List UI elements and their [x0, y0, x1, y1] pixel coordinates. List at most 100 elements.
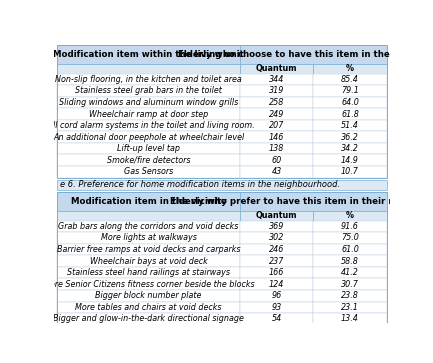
Bar	[313, 143, 387, 154]
Bar	[313, 120, 387, 131]
Text: 34.2: 34.2	[341, 144, 359, 153]
Bar	[240, 143, 313, 154]
Text: 124: 124	[269, 280, 284, 289]
Text: Elderly who prefer to have this item in their neighborhood: Elderly who prefer to have this item in …	[170, 197, 433, 206]
Bar	[57, 313, 240, 325]
Text: Smoke/fire detectors: Smoke/fire detectors	[107, 156, 191, 165]
Bar	[57, 232, 240, 244]
Text: 319: 319	[269, 86, 284, 95]
Bar	[240, 45, 387, 64]
Text: 54: 54	[271, 314, 282, 323]
Bar	[240, 313, 313, 325]
Bar	[240, 108, 313, 120]
Bar	[240, 74, 313, 85]
Text: 30.7: 30.7	[341, 280, 359, 289]
Bar	[57, 180, 387, 190]
Bar	[313, 108, 387, 120]
Text: 146: 146	[269, 132, 284, 142]
Bar	[57, 45, 387, 178]
Text: 91.6: 91.6	[341, 222, 359, 231]
Text: %: %	[346, 64, 354, 73]
Bar	[57, 192, 387, 325]
Text: Wheelchair ramp at door step: Wheelchair ramp at door step	[89, 110, 208, 118]
Bar	[313, 85, 387, 97]
Text: 237: 237	[269, 257, 284, 266]
Bar	[240, 131, 313, 143]
Bar	[57, 154, 240, 166]
Text: 75.0: 75.0	[341, 233, 359, 242]
Text: Quantum: Quantum	[256, 64, 297, 73]
Text: Quantum: Quantum	[256, 211, 297, 220]
Bar	[313, 267, 387, 278]
Text: 249: 249	[269, 110, 284, 118]
Bar	[57, 302, 240, 313]
Bar	[313, 232, 387, 244]
Text: More Senior Citizens fitness corner beside the blocks: More Senior Citizens fitness corner besi…	[43, 280, 255, 289]
Text: Sliding windows and aluminum window grills: Sliding windows and aluminum window gril…	[59, 98, 238, 107]
Bar	[57, 221, 240, 232]
Bar	[57, 131, 240, 143]
Bar	[313, 211, 387, 221]
Text: 207: 207	[269, 121, 284, 130]
Text: 96: 96	[271, 291, 282, 300]
Text: 43: 43	[271, 167, 282, 176]
Text: 60: 60	[271, 156, 282, 165]
Text: 64.0: 64.0	[341, 98, 359, 107]
Text: %: %	[346, 211, 354, 220]
Text: 79.1: 79.1	[341, 86, 359, 95]
Text: Wheelchair bays at void deck: Wheelchair bays at void deck	[90, 257, 207, 266]
Bar	[313, 131, 387, 143]
Bar	[240, 290, 313, 302]
Text: Grab bars along the corridors and void decks: Grab bars along the corridors and void d…	[58, 222, 239, 231]
Text: Bigger and glow-in-the-dark directional signage: Bigger and glow-in-the-dark directional …	[53, 314, 244, 323]
Text: 13.4: 13.4	[341, 314, 359, 323]
Text: 369: 369	[269, 222, 284, 231]
Bar	[57, 278, 240, 290]
Bar	[240, 64, 313, 74]
Bar	[313, 154, 387, 166]
Bar	[57, 74, 240, 85]
Bar	[240, 221, 313, 232]
Bar	[240, 192, 387, 211]
Text: Modification item within the living unit: Modification item within the living unit	[53, 50, 244, 59]
Bar	[57, 120, 240, 131]
Bar	[313, 290, 387, 302]
Bar	[240, 211, 313, 221]
Bar	[313, 313, 387, 325]
Bar	[57, 244, 240, 255]
Text: An additional door peephole at wheelchair level: An additional door peephole at wheelchai…	[53, 132, 244, 142]
Bar	[313, 74, 387, 85]
Text: 258: 258	[269, 98, 284, 107]
Bar	[313, 244, 387, 255]
Bar	[57, 97, 240, 108]
Text: 246: 246	[269, 245, 284, 254]
Bar	[313, 97, 387, 108]
Text: 51.4: 51.4	[341, 121, 359, 130]
Bar	[240, 166, 313, 178]
Text: 23.1: 23.1	[341, 303, 359, 312]
Text: 61.8: 61.8	[341, 110, 359, 118]
Text: 23.8: 23.8	[341, 291, 359, 300]
Text: 14.9: 14.9	[341, 156, 359, 165]
Bar	[57, 85, 240, 97]
Text: 36.2: 36.2	[341, 132, 359, 142]
Bar	[313, 166, 387, 178]
Bar	[57, 143, 240, 154]
Text: Stainless steel grab bars in the toilet: Stainless steel grab bars in the toilet	[75, 86, 222, 95]
Text: e 6. Preference for home modification items in the neighbourhood.: e 6. Preference for home modification it…	[60, 180, 339, 189]
Bar	[313, 255, 387, 267]
Bar	[57, 192, 240, 211]
Text: Pull cord alarm systems in the toilet and living room.: Pull cord alarm systems in the toilet an…	[43, 121, 255, 130]
Text: 344: 344	[269, 75, 284, 84]
Text: 10.7: 10.7	[341, 167, 359, 176]
Text: Modification item in the vicinity: Modification item in the vicinity	[71, 197, 226, 206]
Bar	[313, 302, 387, 313]
Bar	[57, 255, 240, 267]
Bar	[313, 64, 387, 74]
Text: More tables and chairs at void decks: More tables and chairs at void decks	[75, 303, 222, 312]
Text: 58.8: 58.8	[341, 257, 359, 266]
Text: Barrier free ramps at void decks and carparks: Barrier free ramps at void decks and car…	[57, 245, 240, 254]
Text: 138: 138	[269, 144, 284, 153]
Text: Elderly who choose to have this item in their living unit: Elderly who choose to have this item in …	[178, 50, 433, 59]
Text: 93: 93	[271, 303, 282, 312]
